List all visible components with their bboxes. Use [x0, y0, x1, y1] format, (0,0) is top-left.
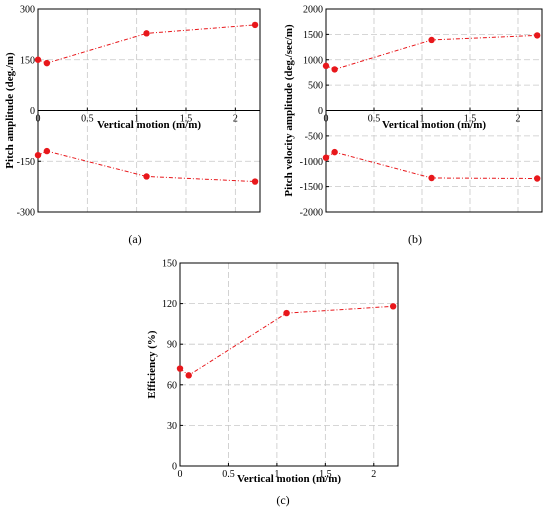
- x-tick-label: 0.5: [368, 114, 381, 125]
- x-axis-title: Vertical motion (m/m): [97, 119, 201, 131]
- y-tick-label: 2000: [303, 5, 323, 16]
- x-tick-label: 1.5: [319, 469, 332, 480]
- y-tick-label: -300: [17, 208, 35, 219]
- data-point: [43, 59, 51, 67]
- x-tick-label: 1: [420, 114, 425, 125]
- y-tick-label: 150: [162, 259, 177, 270]
- data-point: [143, 173, 150, 180]
- x-tick-label: 1: [274, 469, 279, 480]
- x-tick-label: 0: [178, 469, 183, 480]
- x-tick-label: 0: [36, 114, 41, 125]
- data-point: [534, 32, 541, 39]
- x-axis-title: Vertical motion (m/m): [382, 119, 486, 131]
- y-tick-label: 500: [308, 81, 323, 92]
- panel-caption: (a): [128, 232, 141, 246]
- data-point: [251, 21, 259, 29]
- y-axis-title: Efficiency (%): [146, 330, 158, 398]
- y-tick-label: -1000: [300, 157, 323, 168]
- x-tick-label: 0.5: [81, 114, 94, 125]
- y-tick-label: 120: [162, 299, 177, 310]
- data-point: [428, 174, 435, 182]
- x-tick-label: 2: [233, 114, 238, 125]
- data-point: [251, 178, 259, 185]
- plot-frame: [179, 262, 399, 467]
- y-tick-label: -500: [305, 131, 323, 142]
- y-tick-label: 60: [167, 380, 177, 391]
- y-tick-label: -150: [17, 157, 35, 168]
- y-tick-label: -1500: [300, 182, 323, 193]
- x-tick-label: 1: [134, 114, 139, 125]
- chart-panel-1: -300 -150 0 150 300 0 0.5 1 1.5 2 Vertical motion …: [4, 5, 261, 246]
- chart-panel-3: 0 30 60 90 120 150 0 0.5 1 1.5 2 Vertical motion (m…: [146, 259, 399, 507]
- data-point: [331, 66, 338, 73]
- series-line: [325, 34, 538, 70]
- data-point: [185, 372, 192, 379]
- data-point: [331, 148, 338, 156]
- x-tick-label: 1.5: [464, 114, 477, 125]
- x-tick-label: 0.5: [222, 469, 235, 480]
- x-tick-label: 0: [324, 114, 329, 125]
- series-line: [179, 305, 394, 376]
- y-tick-label: 300: [20, 5, 35, 16]
- y-tick-label: 1000: [303, 55, 323, 66]
- y-tick-label: 0: [318, 106, 323, 117]
- data-point: [34, 56, 42, 63]
- x-tick-label: 2: [371, 469, 376, 480]
- y-tick-label: 30: [167, 421, 177, 432]
- data-point: [43, 147, 51, 155]
- series-line: [325, 151, 538, 180]
- data-point: [389, 303, 397, 310]
- y-tick-label: -2000: [300, 208, 323, 219]
- y-tick-label: 90: [167, 340, 177, 351]
- y-tick-label: 150: [20, 55, 35, 66]
- y-axis-title: Pitch amplitude (deg./m): [4, 52, 16, 169]
- x-axis-title: Vertical motion (m/m): [237, 473, 341, 485]
- data-point: [143, 30, 150, 37]
- data-point: [34, 151, 42, 159]
- data-point: [322, 62, 330, 70]
- data-point: [283, 309, 290, 317]
- data-point: [428, 36, 435, 44]
- y-tick-label: 0: [30, 106, 35, 117]
- y-axis-title: Pitch velocity amplitude (deg./sec/m): [283, 24, 295, 197]
- y-tick-label: 1500: [303, 30, 323, 41]
- data-point: [534, 175, 541, 182]
- x-tick-label: 2: [516, 114, 521, 125]
- data-point: [176, 365, 184, 372]
- y-tick-label: 0: [172, 462, 177, 473]
- data-point: [322, 154, 330, 161]
- panel-caption: (c): [276, 493, 289, 507]
- x-tick-label: 1.5: [180, 114, 193, 125]
- panel-caption: (b): [408, 232, 422, 246]
